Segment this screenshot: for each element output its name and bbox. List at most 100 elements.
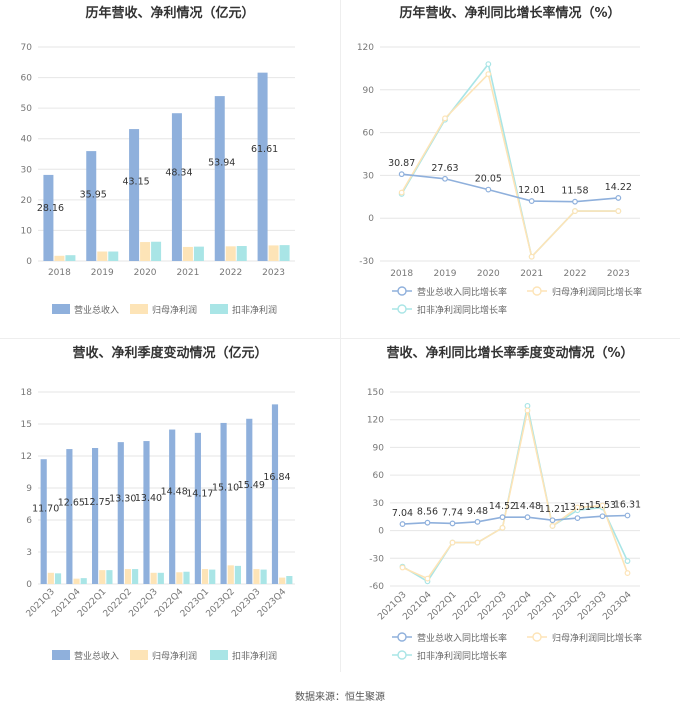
bar-revenue — [171, 113, 182, 261]
bar-deducted-profit — [106, 570, 113, 584]
bar-revenue — [129, 129, 140, 261]
data-label: 12.01 — [518, 185, 545, 196]
legend-label: 营业总收入 — [74, 304, 119, 316]
bar-revenue — [271, 404, 279, 584]
bar-revenue — [143, 441, 150, 584]
y-tick-label: -30 — [359, 257, 374, 267]
y-tick-label: 120 — [357, 43, 374, 53]
y-tick-label: 70 — [21, 43, 33, 53]
y-tick-label: 3 — [26, 548, 32, 558]
bar-revenue — [246, 418, 253, 584]
bar-revenue — [214, 96, 225, 261]
bar-net-profit — [268, 245, 279, 261]
x-tick-label: 2021 — [520, 269, 543, 279]
bar-deducted-profit — [193, 246, 204, 261]
data-label: 28.16 — [37, 203, 64, 214]
data-label: 11.70 — [32, 504, 59, 515]
data-point — [399, 521, 406, 527]
series-line — [400, 72, 619, 259]
y-tick-label: 50 — [21, 104, 33, 114]
quarterly-revenue-profit-panel: 营收、净利季度变动情况（亿元） 0 3 6 9 12 15 18 2021Q3 2021Q4 202… — [0, 340, 340, 680]
bar-net-profit — [176, 572, 183, 584]
x-tick-label: 2020 — [477, 269, 500, 279]
bar-deducted-profit — [65, 255, 76, 261]
legend-label: 扣非净利润同比增长率 — [417, 650, 507, 662]
y-tick-label: 90 — [363, 86, 375, 96]
data-point — [528, 198, 535, 204]
data-point — [398, 171, 405, 178]
y-tick-label: 0 — [26, 257, 32, 267]
data-label: 12.65 — [58, 498, 85, 509]
data-label: 61.61 — [251, 144, 278, 155]
data-label: 15.53 — [589, 500, 616, 511]
x-tick-label: 2023Q4 — [256, 587, 289, 620]
data-point — [624, 570, 631, 576]
data-point — [474, 518, 481, 525]
bar-deducted-profit — [260, 569, 267, 584]
bar-revenue — [117, 442, 124, 584]
annual-revenue-profit-chart: 历年营收、净利情况（亿元） 0 10 20 30 40 50 60 70 2018 2019 2020… — [21, 5, 295, 316]
x-tick-label: 2022 — [564, 269, 587, 279]
data-label: 16.84 — [263, 472, 290, 483]
data-point — [549, 517, 556, 524]
y-tick-label: 120 — [367, 416, 384, 426]
y-tick-label: 9 — [26, 484, 32, 494]
bar-revenue — [43, 174, 54, 261]
data-point — [574, 504, 581, 511]
bar-deducted-profit — [286, 576, 293, 584]
bar-net-profit — [54, 255, 65, 261]
data-point — [424, 519, 431, 526]
quarterly-growth-panel: 营收、净利同比增长率季度变动情况（%） -60 -30 0 30 60 90 120 150 20… — [340, 340, 680, 680]
bar-net-profit — [253, 569, 260, 584]
y-tick-label: 15 — [21, 420, 32, 430]
data-label: 14.22 — [605, 182, 632, 193]
bar-revenue — [40, 459, 47, 584]
chart-title: 历年营收、净利同比增长率情况（%） — [399, 5, 620, 21]
data-point — [424, 575, 431, 582]
legend-label: 归母净利润 — [152, 304, 197, 316]
bar-net-profit — [73, 578, 80, 584]
legend-swatch — [130, 304, 148, 314]
y-tick-label: 60 — [21, 74, 33, 84]
y-tick-label: 30 — [373, 499, 385, 509]
bar-net-profit — [124, 569, 132, 584]
data-label: 14.17 — [186, 488, 213, 499]
bar-revenue — [257, 72, 268, 261]
bar-deducted-profit — [151, 241, 162, 261]
data-label: 27.63 — [431, 163, 458, 174]
y-tick-label: 60 — [373, 471, 385, 481]
y-tick-label: 0 — [378, 527, 384, 537]
data-label: 43.15 — [122, 176, 149, 187]
bar-net-profit — [225, 246, 236, 261]
data-point — [485, 186, 492, 193]
data-point — [572, 198, 578, 205]
y-tick-label: 12 — [21, 452, 32, 462]
data-point — [549, 523, 556, 529]
y-tick-label: 0 — [368, 214, 374, 224]
x-tick-label: 2023 — [262, 268, 285, 278]
data-point — [572, 208, 578, 214]
bar-deducted-profit — [132, 569, 139, 584]
x-tick-label: 2019 — [91, 268, 114, 278]
data-label: 11.21 — [539, 504, 566, 515]
data-point — [615, 208, 622, 214]
horizontal-divider — [0, 338, 680, 339]
data-label: 15.49 — [238, 480, 265, 491]
bar-net-profit — [99, 570, 106, 584]
chart-title: 历年营收、净利情况（亿元） — [85, 5, 254, 21]
x-tick-label: 2020 — [134, 268, 157, 278]
x-tick-label: 2021 — [176, 268, 199, 278]
data-label: 7.74 — [442, 507, 463, 518]
legend-swatch — [210, 650, 228, 660]
data-point — [524, 514, 531, 521]
data-point — [624, 512, 631, 519]
bar-net-profit — [227, 565, 234, 584]
legend-marker — [397, 286, 407, 296]
legend-marker — [397, 650, 407, 660]
data-label: 20.05 — [475, 174, 502, 185]
bar-deducted-profit — [157, 572, 164, 584]
data-point — [624, 558, 631, 564]
x-tick-label: 2018 — [390, 269, 413, 279]
bar-deducted-profit — [234, 565, 242, 584]
legend-label: 营业总收入 — [74, 650, 119, 662]
